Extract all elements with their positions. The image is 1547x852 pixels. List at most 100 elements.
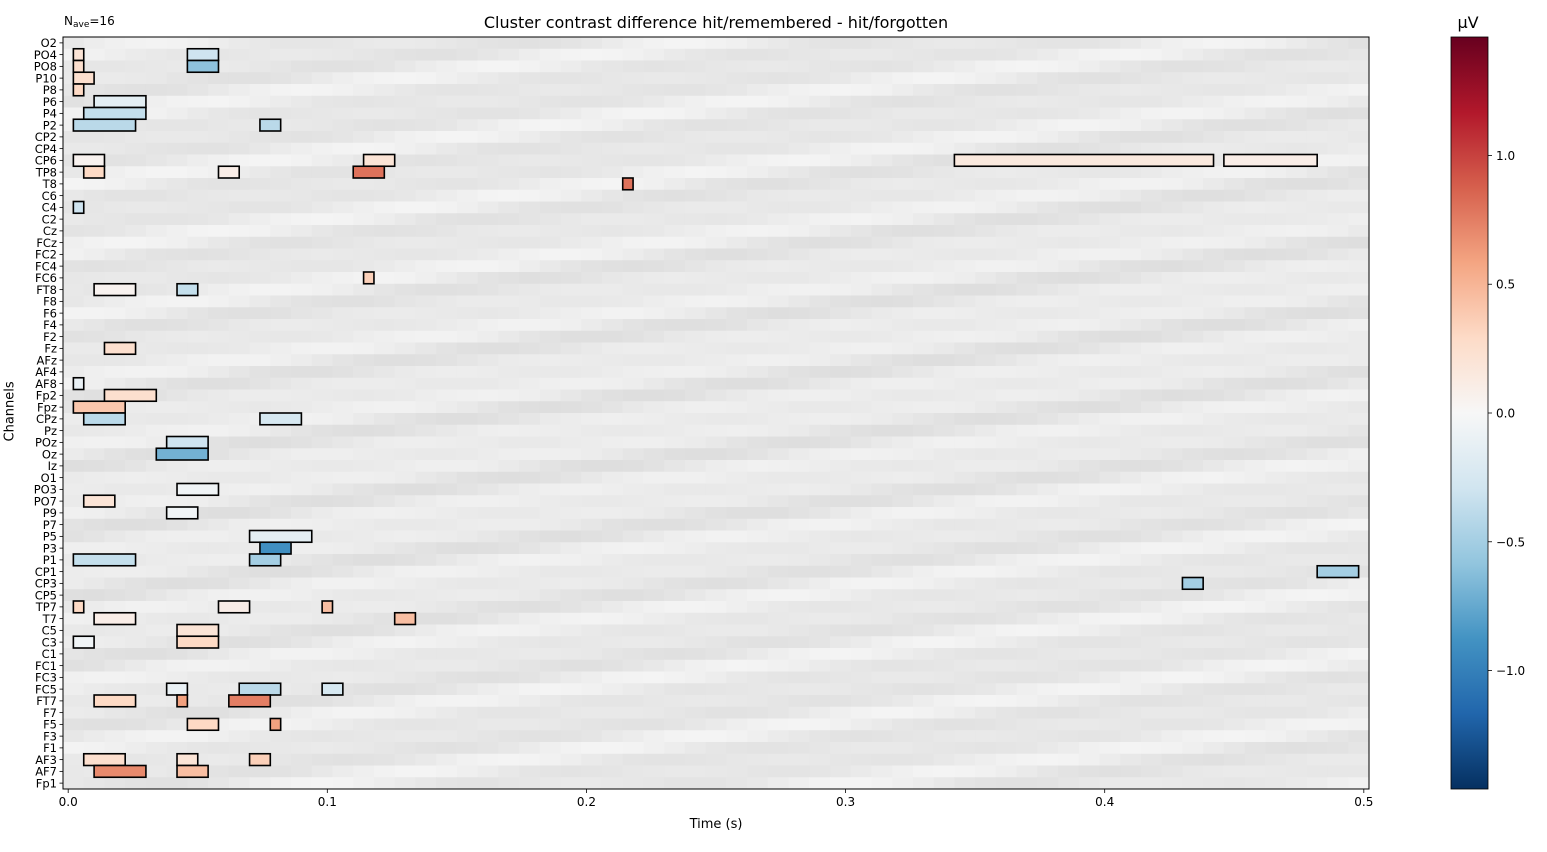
background-cell — [892, 718, 914, 731]
background-cell — [415, 60, 437, 73]
background-cell — [436, 389, 458, 402]
background-cell — [850, 37, 873, 50]
background-cell — [1223, 201, 1246, 214]
background-cell — [228, 671, 251, 684]
background-cell — [187, 213, 209, 226]
background-cell — [394, 107, 417, 120]
background-cell — [498, 166, 520, 179]
background-cell — [1037, 225, 1059, 238]
background-cell — [1306, 107, 1329, 120]
background-cell — [1120, 413, 1142, 426]
background-cell — [1327, 166, 1349, 179]
background-cell — [850, 48, 873, 61]
background-cell — [788, 683, 810, 696]
background-cell — [581, 671, 603, 684]
background-cell — [705, 718, 727, 731]
background-cell — [664, 565, 686, 578]
background-cell — [1348, 95, 1369, 108]
background-cell — [145, 342, 168, 355]
background-cell — [332, 671, 354, 684]
background-cell — [1306, 330, 1329, 343]
background-cell — [1348, 753, 1369, 766]
background-cell — [436, 131, 458, 144]
background-cell — [270, 178, 292, 191]
background-cell — [1058, 695, 1080, 708]
background-cell — [83, 507, 106, 520]
background-cell — [456, 189, 479, 202]
background-cell — [726, 60, 748, 73]
background-cell — [560, 554, 582, 567]
background-cell — [104, 154, 126, 167]
background-cell — [519, 178, 541, 191]
background-cell — [767, 72, 790, 85]
background-cell — [995, 624, 1018, 637]
background-cell — [954, 319, 976, 332]
background-cell — [850, 307, 873, 320]
background-cell — [104, 330, 126, 343]
background-cell — [228, 319, 251, 332]
background-cell — [643, 166, 665, 179]
background-cell — [332, 131, 354, 144]
background-cell — [373, 119, 396, 132]
background-cell — [519, 742, 541, 755]
background-cell — [643, 671, 665, 684]
background-cell — [850, 154, 873, 167]
background-cell — [788, 342, 810, 355]
background-cell — [830, 471, 852, 484]
background-cell — [830, 72, 852, 85]
background-cell — [125, 753, 147, 766]
background-cell — [187, 471, 209, 484]
background-cell — [809, 577, 831, 590]
background-cell — [539, 48, 562, 61]
x-tick-label: 0.1 — [318, 795, 337, 809]
background-cell — [1099, 213, 1121, 226]
background-cell — [581, 424, 603, 437]
background-cell — [208, 366, 230, 379]
background-cell — [456, 565, 479, 578]
background-cell — [830, 213, 852, 226]
background-cell — [1182, 683, 1204, 696]
background-cell — [353, 542, 375, 555]
background-cell — [208, 659, 230, 672]
background-cell — [1265, 448, 1287, 461]
background-cell — [187, 730, 209, 743]
background-cell — [311, 295, 334, 308]
background-cell — [166, 518, 188, 531]
background-cell — [871, 342, 893, 355]
background-cell — [1016, 354, 1038, 367]
background-cell — [104, 201, 126, 214]
background-cell — [1223, 612, 1246, 625]
background-cell — [581, 460, 603, 473]
background-cell — [436, 272, 458, 285]
background-cell — [1182, 542, 1204, 555]
background-cell — [975, 48, 997, 61]
background-cell — [291, 471, 313, 484]
background-cell — [850, 260, 873, 273]
background-cell — [1161, 765, 1184, 778]
background-cell — [684, 131, 707, 144]
background-cell — [1265, 471, 1287, 484]
background-cell — [1140, 601, 1163, 614]
background-cell — [498, 119, 520, 132]
background-cell — [249, 377, 271, 390]
background-cell — [519, 601, 541, 614]
cluster-cell-p1 — [72, 553, 137, 567]
background-cell — [892, 354, 914, 367]
background-cell — [1161, 483, 1184, 496]
background-cell — [311, 166, 334, 179]
background-cell — [291, 95, 313, 108]
background-cell — [601, 742, 624, 755]
background-cell — [705, 330, 727, 343]
background-cell — [477, 330, 499, 343]
background-cell — [1348, 178, 1369, 191]
background-cell — [684, 706, 707, 719]
background-cell — [1016, 131, 1038, 144]
background-cell — [249, 107, 271, 120]
background-cell — [1327, 354, 1349, 367]
background-cell — [601, 236, 624, 249]
background-cell — [353, 60, 375, 73]
background-cell — [1099, 659, 1121, 672]
background-cell — [1120, 565, 1142, 578]
background-cell — [1327, 495, 1349, 508]
background-cell — [643, 695, 665, 708]
